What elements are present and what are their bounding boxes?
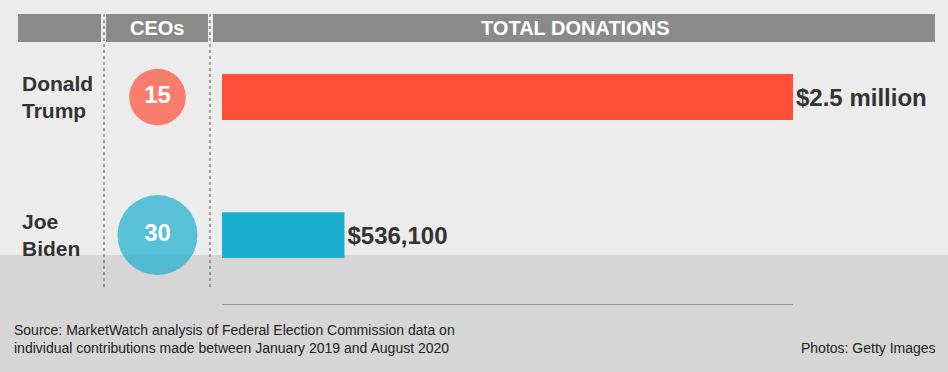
svg-text:DonaldTrump: DonaldTrump	[22, 72, 93, 122]
svg-text:$2.5 million: $2.5 million	[796, 84, 927, 111]
svg-text:30: 30	[144, 219, 171, 246]
svg-text:JoeBiden: JoeBiden	[22, 210, 80, 260]
svg-text:Photos: Getty Images: Photos: Getty Images	[801, 340, 936, 356]
svg-text:15: 15	[144, 81, 171, 108]
svg-text:CEOs: CEOs	[130, 17, 184, 39]
svg-text:Source: MarketWatch analysis o: Source: MarketWatch analysis of Federal …	[14, 322, 455, 356]
svg-text:TOTAL DONATIONS: TOTAL DONATIONS	[481, 17, 670, 39]
svg-text:$536,100: $536,100	[347, 222, 447, 249]
